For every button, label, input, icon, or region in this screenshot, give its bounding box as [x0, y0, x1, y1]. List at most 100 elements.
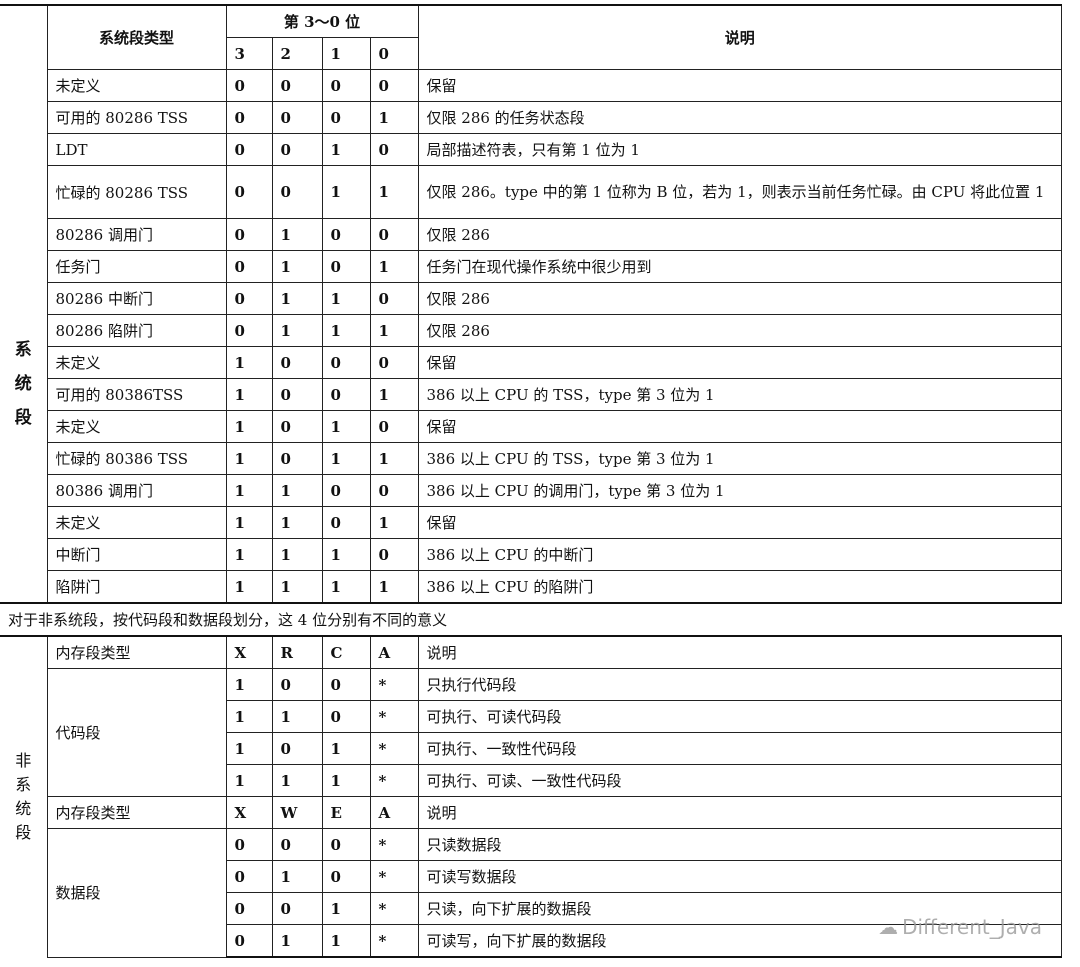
bit-cell: 0	[271, 410, 323, 443]
header-bit: 2	[271, 37, 323, 70]
type-cell: 可用的 80386TSS	[46, 378, 227, 411]
system-row: 可用的 80286 TSS 0 0 0 1 仅限 286 的任务状态段	[0, 101, 1063, 134]
desc-cell: 386 以上 CPU 的 TSS，type 第 3 位为 1	[417, 442, 1063, 475]
bit-cell: 1	[369, 378, 419, 411]
desc-cell: 任务门在现代操作系统中很少用到	[417, 250, 1063, 283]
type-cell: LDT	[46, 133, 227, 166]
header-bit: R	[271, 635, 323, 669]
bit-cell: 0	[225, 828, 273, 861]
header-bit: 0	[369, 37, 419, 70]
bit-cell: 0	[225, 314, 273, 347]
desc-cell: 仅限 286	[417, 218, 1063, 251]
bit-cell: 0	[369, 133, 419, 166]
bit-cell: 1	[225, 700, 273, 733]
header-bit: A	[369, 635, 419, 669]
header-type: 内存段类型	[46, 635, 227, 669]
bit-cell: 0	[369, 410, 419, 443]
bit-cell: 1	[225, 732, 273, 765]
bit-cell: 1	[321, 892, 371, 925]
bit-cell: 1	[271, 538, 323, 571]
system-row: 忙碌的 80386 TSS 1 0 1 1 386 以上 CPU 的 TSS，type 第…	[0, 442, 1063, 475]
bit-cell: 1	[321, 538, 371, 571]
system-row: 80286 中断门 0 1 1 0 仅限 286	[0, 282, 1063, 315]
bit-cell: 1	[321, 133, 371, 166]
type-cell: 未定义	[46, 410, 227, 443]
bit-cell: 1	[369, 314, 419, 347]
bit-cell: 0	[321, 69, 371, 102]
desc-cell: 只执行代码段	[417, 668, 1063, 701]
bit-cell: *	[369, 892, 419, 925]
type-cell: 陷阱门	[46, 570, 227, 604]
bit-cell: 0	[321, 860, 371, 893]
bit-cell: 1	[369, 250, 419, 283]
bit-cell: *	[369, 732, 419, 765]
bit-cell: 1	[369, 570, 419, 604]
desc-cell: 保留	[417, 346, 1063, 379]
subheader-row: 内存段类型 X W E A 说明	[0, 796, 1063, 829]
bit-cell: 1	[225, 668, 273, 701]
bit-cell: *	[369, 700, 419, 733]
desc-cell: 仅限 286	[417, 282, 1063, 315]
desc-cell: 仅限 286	[417, 314, 1063, 347]
bit-cell: 1	[321, 732, 371, 765]
bit-cell: *	[369, 828, 419, 861]
bit-cell: 0	[271, 732, 323, 765]
type-cell: 任务门	[46, 250, 227, 283]
bit-cell: 0	[321, 668, 371, 701]
desc-cell: 只读，向下扩展的数据段	[417, 892, 1063, 925]
bit-cell: 1	[271, 764, 323, 797]
bit-cell: 1	[271, 570, 323, 604]
bit-cell: 1	[321, 442, 371, 475]
bit-cell: 1	[271, 924, 323, 958]
system-row: LDT 0 0 1 0 局部描述符表，只有第 1 位为 1	[0, 133, 1063, 166]
bit-cell: 0	[225, 218, 273, 251]
desc-cell: 386 以上 CPU 的陷阱门	[417, 570, 1063, 604]
note-text: 对于非系统段，按代码段和数据段划分，这 4 位分别有不同的意义	[0, 602, 1062, 637]
system-row: 中断门 1 1 1 0 386 以上 CPU 的中断门	[0, 538, 1063, 571]
bit-cell: 0	[321, 474, 371, 507]
bit-cell: 0	[321, 218, 371, 251]
header-bit: W	[271, 796, 323, 829]
header-bit: 3	[225, 37, 273, 70]
desc-cell: 仅限 286。type 中的第 1 位称为 B 位，若为 1，则表示当前任务忙碌…	[417, 165, 1063, 219]
header-type: 内存段类型	[46, 796, 227, 829]
bit-cell: 0	[369, 218, 419, 251]
system-row: 80286 调用门 0 1 0 0 仅限 286	[0, 218, 1063, 251]
header-bit: X	[225, 796, 273, 829]
code-segment-label: 代码段	[46, 668, 227, 797]
system-row: 忙碌的 80286 TSS 0 0 1 1 仅限 286。type 中的第 1 位称为 B…	[0, 165, 1063, 219]
desc-cell: 保留	[417, 410, 1063, 443]
side-label-text: 系统段	[14, 340, 32, 428]
bit-cell: 1	[271, 314, 323, 347]
desc-cell: 仅限 286 的任务状态段	[417, 101, 1063, 134]
bit-cell: 1	[271, 474, 323, 507]
system-row: 未定义 1 0 0 0 保留	[0, 346, 1063, 379]
bit-cell: 0	[225, 133, 273, 166]
desc-cell: 可读写，向下扩展的数据段	[417, 924, 1063, 958]
bit-cell: 1	[225, 474, 273, 507]
bit-cell: 0	[225, 860, 273, 893]
desc-cell: 可执行、可读代码段	[417, 700, 1063, 733]
type-cell: 中断门	[46, 538, 227, 571]
desc-cell: 可执行、可读、一致性代码段	[417, 764, 1063, 797]
bit-cell: 0	[369, 346, 419, 379]
system-row: 可用的 80386TSS 1 0 0 1 386 以上 CPU 的 TSS，type 第 …	[0, 378, 1063, 411]
segment-type-table: 系统段 系统段类型第 3～0 位说明 3 2 1 0 未定义 0 0 0 0 保留 可用的 80286 …	[0, 4, 1063, 958]
bit-cell: 1	[369, 165, 419, 219]
subheader-row: 非系统段 内存段类型 X R C A 说明	[0, 635, 1063, 957]
header-desc: 说明	[417, 796, 1063, 829]
bit-cell: 1	[321, 924, 371, 958]
bit-cell: 0	[369, 474, 419, 507]
header-row: 系统段 系统段类型第 3～0 位说明	[0, 4, 1063, 603]
code-row: 1 1 0 * 可执行、可读代码段	[0, 700, 1063, 733]
bit-cell: 0	[369, 69, 419, 102]
type-cell: 未定义	[46, 69, 227, 102]
header-type: 系统段类型	[46, 4, 227, 70]
bit-cell: 1	[321, 282, 371, 315]
type-cell: 忙碌的 80386 TSS	[46, 442, 227, 475]
system-row: 未定义 1 0 1 0 保留	[0, 410, 1063, 443]
bit-cell: 1	[225, 764, 273, 797]
bit-cell: 1	[321, 165, 371, 219]
header-bit: X	[225, 635, 273, 669]
